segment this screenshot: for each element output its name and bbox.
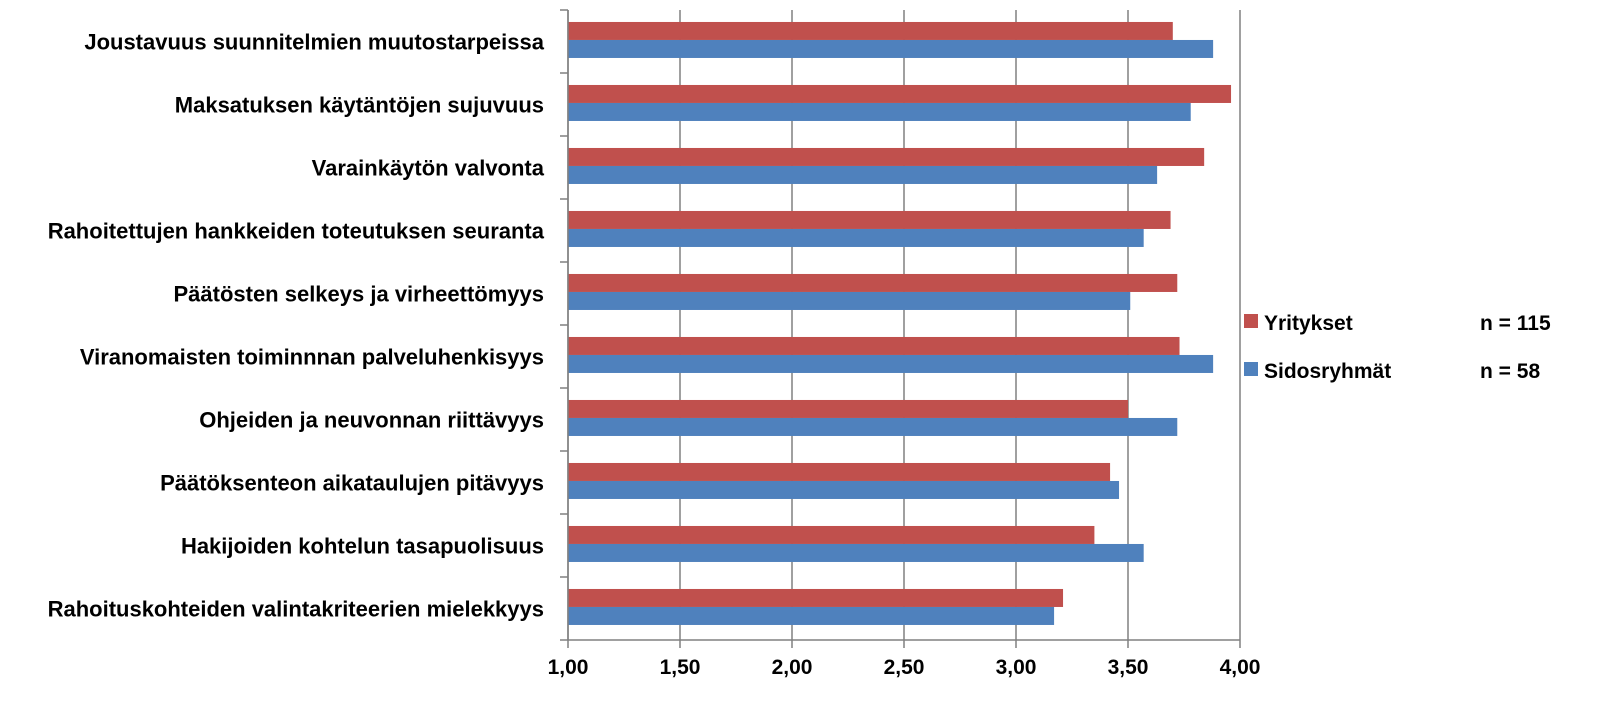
bar-yritykset	[568, 210, 1171, 229]
bar-sidosryhmat	[568, 354, 1214, 373]
bar-sidosryhmat	[568, 606, 1055, 625]
bar-sidosryhmat	[568, 102, 1191, 121]
bar-sidosryhmat	[568, 417, 1178, 436]
bar-yritykset	[568, 399, 1128, 418]
bars	[568, 21, 1232, 625]
category-label: Päätöksenteon aikataulujen pitävyys	[160, 471, 544, 496]
category-label: Rahoituskohteiden valintakriteerien miel…	[48, 597, 544, 622]
bar-sidosryhmat	[568, 165, 1158, 184]
x-tick-label: 3,00	[996, 656, 1037, 679]
category-label: Hakijoiden kohtelun tasapuolisuus	[181, 534, 544, 559]
bar-sidosryhmat	[568, 480, 1120, 499]
x-tick-label: 1,00	[548, 656, 589, 679]
legend-swatch-sidosryhmat	[1244, 362, 1258, 376]
category-label: Joustavuus suunnitelmien muutostarpeissa	[84, 30, 544, 55]
legend-swatch-yritykset	[1244, 314, 1258, 328]
bar-yritykset	[568, 147, 1205, 166]
bar-yritykset	[568, 21, 1173, 40]
x-tick-label: 1,50	[660, 656, 701, 679]
legend: Yritykset n = 115 Sidosryhmät n = 58	[1244, 312, 1551, 383]
category-label: Varainkäytön valvonta	[312, 156, 545, 181]
category-label: Rahoitettujen hankkeiden toteutuksen seu…	[48, 219, 545, 244]
legend-n-yritykset: n = 115	[1480, 312, 1551, 335]
x-tick-label: 2,00	[772, 656, 813, 679]
category-label: Viranomaisten toiminnnan palveluhenkisyy…	[80, 345, 544, 370]
bar-yritykset	[568, 588, 1064, 607]
bar-yritykset	[568, 273, 1178, 292]
x-tick-label: 4,00	[1220, 656, 1261, 679]
bar-yritykset	[568, 525, 1095, 544]
legend-label-sidosryhmat: Sidosryhmät	[1264, 360, 1391, 383]
x-tick-label: 2,50	[884, 656, 925, 679]
category-labels: Joustavuus suunnitelmien muutostarpeissa…	[48, 30, 545, 622]
x-tick-labels: 1,00 1,50 2,00 2,50 3,00 3,50 4,00	[548, 656, 1261, 679]
category-label: Ohjeiden ja neuvonnan riittävyys	[199, 408, 544, 433]
bar-yritykset	[568, 84, 1232, 103]
axes	[560, 9, 1240, 641]
bar-yritykset	[568, 462, 1111, 481]
bar-sidosryhmat	[568, 228, 1144, 247]
category-label: Päätösten selkeys ja virheettömyys	[173, 282, 544, 307]
bar-sidosryhmat	[568, 291, 1131, 310]
legend-label-yritykset: Yritykset	[1264, 312, 1353, 335]
bar-sidosryhmat	[568, 39, 1214, 58]
legend-n-sidosryhmat: n = 58	[1480, 360, 1540, 383]
x-tick-label: 3,50	[1108, 656, 1149, 679]
bar-sidosryhmat	[568, 543, 1144, 562]
category-label: Maksatuksen käytäntöjen sujuvuus	[175, 93, 544, 118]
bar-yritykset	[568, 336, 1180, 355]
